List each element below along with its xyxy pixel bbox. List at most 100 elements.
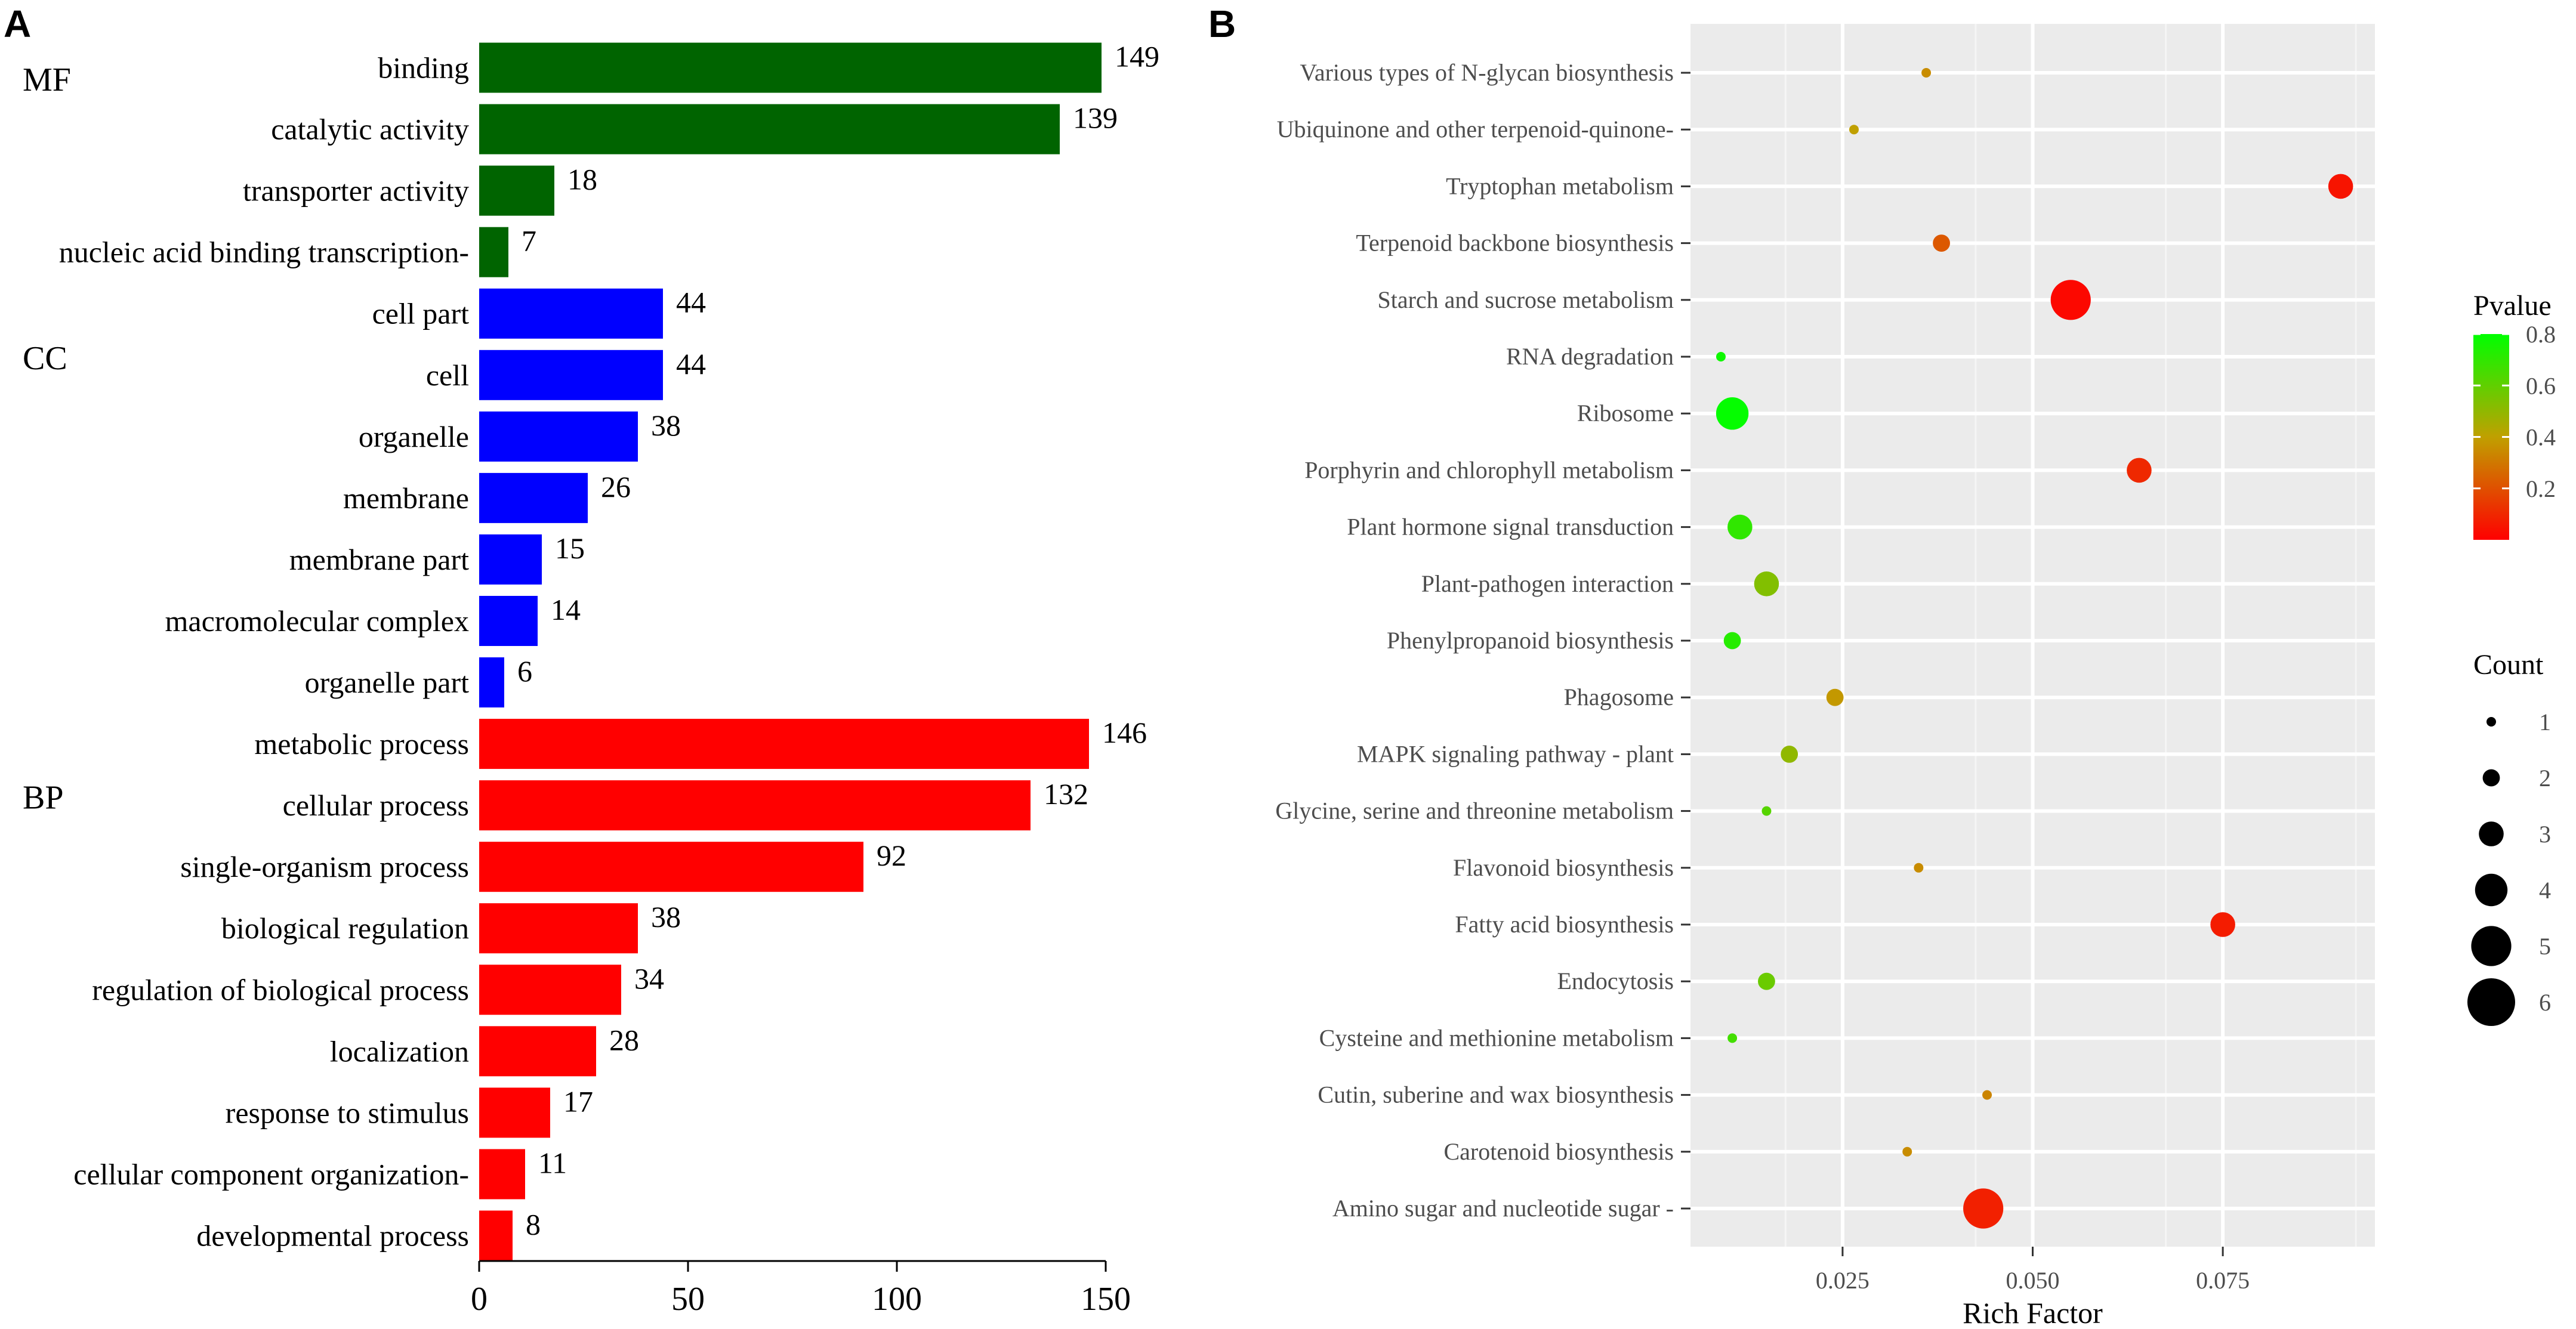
bar-bp-6 (479, 1087, 550, 1138)
bubble-point (1902, 1146, 1912, 1157)
bar-bp-8 (479, 1210, 513, 1261)
bar-value-label: 18 (567, 163, 597, 196)
bar-bp-0 (479, 719, 1089, 769)
kegg-bubble-chart: Various types of N-glycan biosynthesis Ub… (1275, 24, 2556, 1329)
bar-value-label: 139 (1073, 101, 1118, 135)
pathway-label: Fatty acid biosynthesis (1455, 911, 1674, 938)
bar-value-label: 6 (517, 654, 532, 688)
bubble-point (2050, 280, 2091, 320)
bar-bp-2 (479, 842, 863, 892)
bubble-point (2328, 174, 2353, 199)
bar-category-label: macromolecular complex (165, 604, 470, 638)
bar-value-label: 38 (651, 409, 681, 442)
group-label-cc: CC (23, 340, 67, 377)
group-label-bp: BP (23, 780, 64, 817)
size-legend-label: 2 (2539, 765, 2551, 792)
x-tick-label: 100 (872, 1281, 922, 1318)
bubble-point (1761, 806, 1772, 816)
size-legend-key (2475, 873, 2508, 907)
size-legend-label: 5 (2539, 933, 2551, 960)
pathway-label: Phagosome (1564, 684, 1674, 710)
bar-value-label: 132 (1044, 777, 1088, 811)
bar-value-label: 14 (551, 593, 581, 626)
bar-cc-6 (479, 657, 504, 708)
bar-value-label: 7 (522, 224, 536, 258)
panel-a-letter: A (4, 2, 31, 45)
pathway-label: Cysteine and methionine metabolism (1319, 1024, 1674, 1051)
bar-mf-0 (479, 42, 1102, 93)
bar-category-label: binding (378, 51, 469, 85)
size-legend-label: 4 (2539, 877, 2551, 904)
pathway-label: Amino sugar and nucleotide sugar - (1332, 1195, 1674, 1222)
bubble-point (2210, 912, 2235, 937)
bar-category-label: transporter activity (243, 174, 469, 208)
bar-value-label: 8 (526, 1207, 541, 1241)
bubble-point (1982, 1090, 1992, 1100)
bar-value-label: 17 (563, 1084, 593, 1118)
bar-category-label: cell (426, 358, 469, 392)
bubble-point (1781, 746, 1798, 763)
bar-cc-3 (479, 472, 588, 523)
size-legend-key (2467, 978, 2515, 1026)
group-label-mf: MF (23, 61, 71, 98)
bar-bp-7 (479, 1149, 525, 1200)
bubble-point (1849, 125, 1859, 135)
pathway-label: Ubiquinone and other terpenoid-quinone- (1277, 116, 1674, 143)
size-legend-label: 6 (2539, 989, 2551, 1016)
pathway-label: Glycine, serine and threonine metabolism (1275, 798, 1674, 824)
bar-category-label: response to stimulus (226, 1096, 469, 1129)
bar-category-label: nucleic acid binding transcription- (59, 236, 469, 269)
size-legend-key (2486, 717, 2496, 727)
bar-bp-4 (479, 965, 621, 1015)
bar-mf-1 (479, 104, 1060, 154)
bar-value-label: 44 (676, 347, 706, 381)
bar-value-label: 15 (555, 531, 585, 565)
pathway-label: Plant-pathogen interaction (1421, 570, 1674, 597)
pathway-label: Phenylpropanoid biosynthesis (1387, 627, 1674, 654)
bar-value-label: 146 (1102, 716, 1147, 749)
bar-category-label: cellular process (283, 789, 469, 822)
pathway-label: Cutin, suberine and wax biosynthesis (1318, 1081, 1674, 1108)
bubble-point (1727, 514, 1753, 540)
bubble-point (1716, 352, 1726, 361)
x-tick-label: 50 (671, 1281, 705, 1318)
x-tick-label: 0.025 (1816, 1267, 1869, 1294)
bar-category-label: membrane part (289, 543, 469, 576)
bubble-point (1914, 863, 1924, 873)
pathway-label: RNA degradation (1506, 343, 1674, 370)
size-legend-key (2482, 769, 2500, 787)
bubble-point (1826, 688, 1844, 706)
bar-cc-0 (479, 288, 663, 339)
bar-category-label: organelle part (305, 666, 469, 699)
bar-category-label: membrane (343, 481, 469, 515)
bar-value-label: 92 (877, 839, 906, 872)
size-legend-label: 1 (2539, 709, 2551, 735)
colorbar-tick-label: 0.2 (2526, 475, 2556, 502)
bar-cc-5 (479, 595, 538, 646)
pathway-label: Carotenoid biosynthesis (1443, 1138, 1674, 1165)
bar-value-label: 38 (651, 900, 681, 934)
bar-mf-2 (479, 165, 554, 216)
bar-value-label: 34 (634, 962, 664, 995)
color-legend-title: Pvalue (2473, 290, 2552, 322)
pathway-label: Endocytosis (1557, 968, 1674, 994)
bubble-point (1716, 397, 1749, 430)
bubble-point (1727, 1033, 1738, 1043)
pathway-label: Terpenoid backbone biosynthesis (1356, 230, 1674, 256)
pathway-label: Porphyrin and chlorophyll metabolism (1304, 456, 1674, 483)
bar-bp-1 (479, 780, 1031, 831)
bar-category-label: metabolic process (254, 727, 469, 761)
bar-bp-3 (479, 903, 638, 954)
bar-cc-1 (479, 350, 663, 400)
bar-category-label: localization (330, 1034, 469, 1068)
bubble-point (2127, 458, 2152, 483)
bar-cc-4 (479, 534, 542, 585)
bar-value-label: 149 (1115, 40, 1159, 73)
bubble-point (1963, 1188, 2004, 1229)
bar-cc-2 (479, 411, 638, 462)
bar-category-label: regulation of biological process (92, 973, 469, 1006)
x-tick-label: 0.075 (2196, 1267, 2250, 1294)
colorbar-tick-label: 0.6 (2526, 372, 2556, 399)
bar-category-label: single-organism process (180, 850, 469, 883)
x-axis-title: Rich Factor (1963, 1296, 2103, 1329)
